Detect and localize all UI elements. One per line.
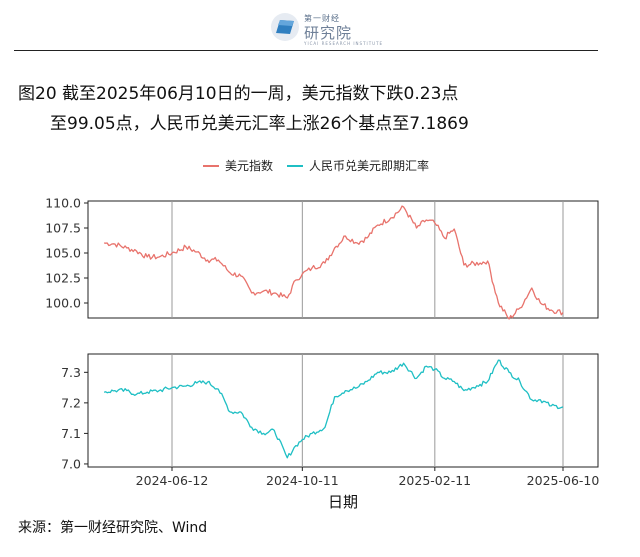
legend-item-cny: 人民币兑美元即期汇率 — [287, 157, 429, 174]
panel-1-ytick-label-5: 110.0 — [45, 196, 81, 211]
legend-item-usd: 美元指数 — [203, 157, 273, 174]
panel-2-ytick-label-4: 7.3 — [61, 365, 81, 380]
legend-swatch-cny — [287, 164, 304, 167]
logo-brand-main: 研究院 — [304, 24, 353, 42]
series-line-cny-spot — [103, 359, 564, 459]
x-tick-label-1: 2024-06-12 — [136, 473, 209, 488]
x-axis-title: 日期 — [328, 493, 358, 511]
chart-title-line2: 至99.05点，人民币兑美元汇率上涨26个基点至7.1869 — [50, 114, 469, 134]
logo: 第一财经 研究院 YICAI RESEARCH INSTITUTE — [270, 12, 390, 46]
panel-2-ytick-label-1: 7.0 — [61, 456, 81, 471]
legend-label-usd: 美元指数 — [225, 159, 274, 173]
x-tick-label-4: 2025-06-10 — [527, 473, 600, 488]
legend-swatch-usd — [203, 164, 219, 167]
panel-2-ytick-label-3: 7.2 — [61, 395, 81, 410]
panel-1-ytick-label-2: 102.5 — [45, 271, 81, 286]
x-tick-label-2: 2024-10-11 — [266, 473, 339, 488]
logo-brand-top: 第一财经 — [304, 14, 340, 23]
panel-1-ytick-label-1: 100.0 — [45, 296, 81, 311]
panel-frame-2 — [87, 353, 599, 468]
panel-frame-1 — [87, 200, 599, 319]
panel-1-ytick-label-4: 107.5 — [45, 221, 81, 236]
source-note: 来源：第一财经研究院、Wind — [18, 520, 208, 536]
series-line-usd-index — [104, 205, 564, 320]
panel-1-ytick-label-3: 105.0 — [45, 246, 81, 261]
chart-legend: 美元指数 人民币兑美元即期汇率 — [203, 157, 443, 174]
header-divider — [14, 50, 598, 51]
logo-icon — [271, 13, 299, 41]
panel-2-ytick-label-2: 7.1 — [61, 426, 81, 441]
logo-brand-sub: YICAI RESEARCH INSTITUTE — [304, 41, 384, 46]
chart-title-line1: 图20 截至2025年06月10日的一周，美元指数下跌0.23点 — [18, 84, 459, 104]
legend-label-cny: 人民币兑美元即期汇率 — [309, 159, 430, 173]
x-tick-label-3: 2025-02-11 — [398, 473, 471, 488]
